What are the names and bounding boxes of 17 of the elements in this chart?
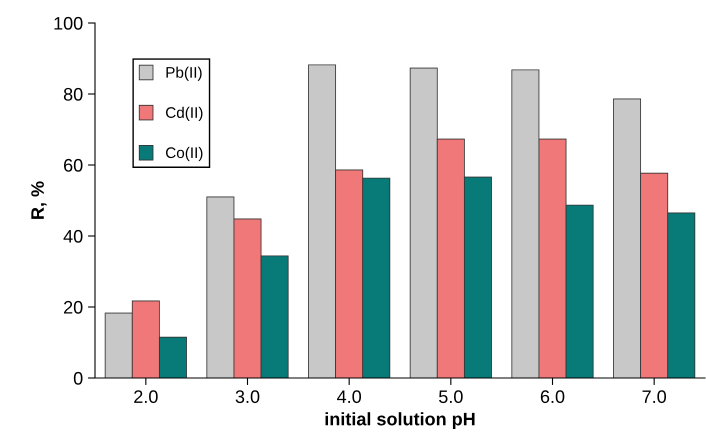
y-axis-title: R, %	[31, 181, 47, 219]
y-tick-label: 80	[64, 88, 82, 101]
legend-label: Co(II)	[166, 146, 202, 162]
x-tick-label: 2.0	[134, 390, 158, 404]
y-tick-label: 100	[54, 16, 82, 30]
y-tick-label: 60	[64, 158, 82, 172]
x-tick-label: 6.0	[540, 390, 564, 404]
legend-label: Pb(II)	[166, 66, 202, 81]
x-tick-label: 4.0	[337, 390, 362, 404]
x-axis-title: initial solution pH	[326, 412, 475, 430]
y-tick-label: 20	[64, 300, 82, 314]
legend-label: Cd(II)	[166, 106, 202, 121]
y-tick-label: 0	[74, 372, 82, 385]
x-tick-label: 7.0	[642, 390, 666, 404]
y-tick-label: 40	[64, 230, 82, 243]
x-tick-label: 5.0	[439, 390, 463, 404]
x-tick-label: 3.0	[236, 390, 260, 404]
